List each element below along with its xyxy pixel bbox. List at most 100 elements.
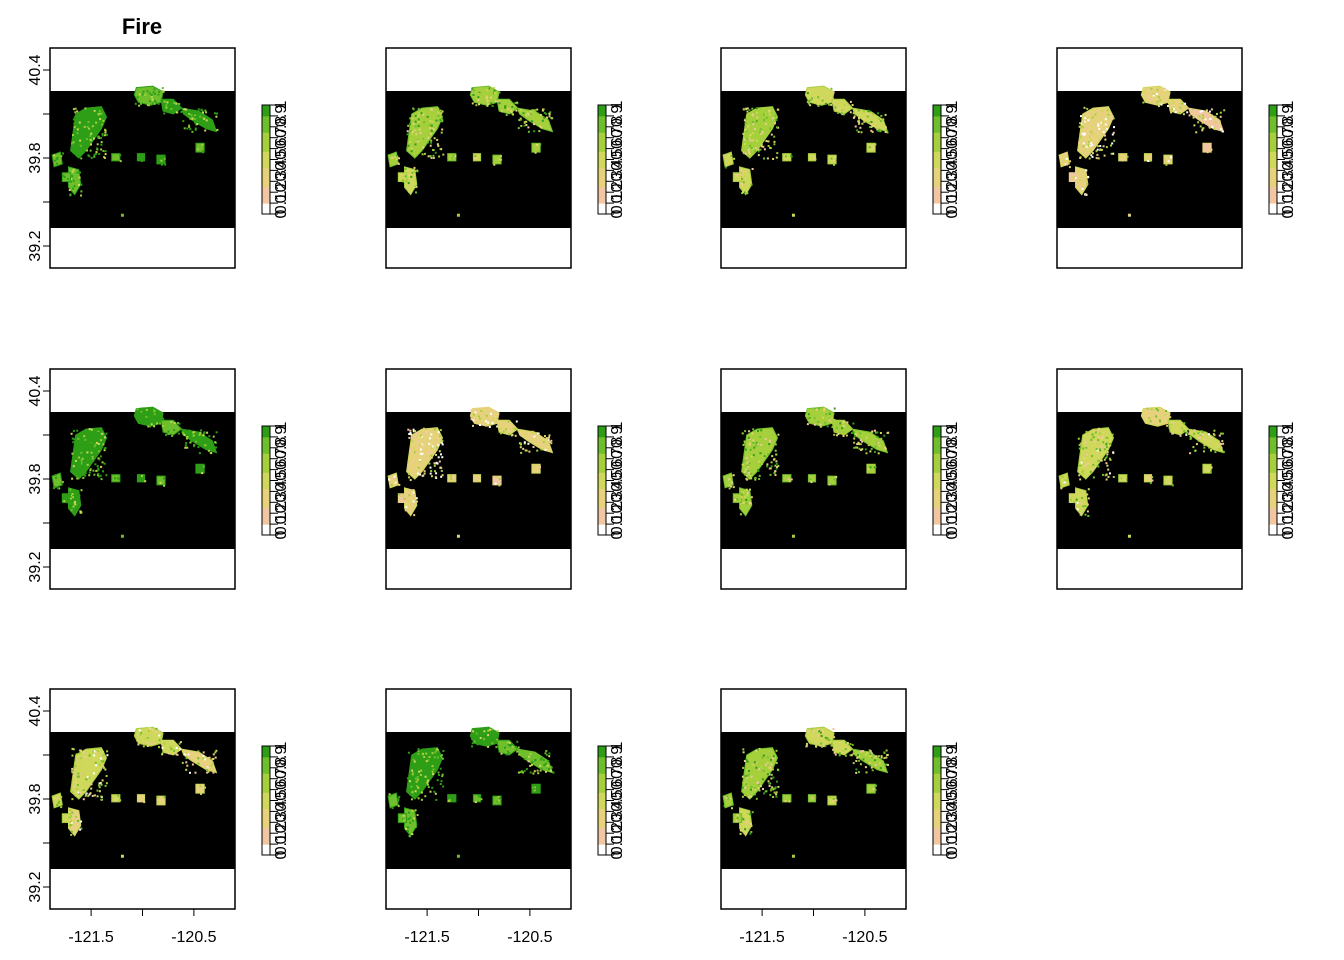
raster-cell bbox=[761, 756, 764, 759]
raster-cell bbox=[746, 821, 748, 823]
raster-cell bbox=[71, 452, 74, 455]
raster-cell bbox=[417, 472, 419, 475]
raster-cell bbox=[1087, 141, 1090, 143]
raster-cell bbox=[724, 166, 727, 169]
raster-cell bbox=[1179, 106, 1182, 109]
raster-cell bbox=[519, 446, 522, 449]
raster-cell bbox=[1073, 501, 1076, 504]
fire-area bbox=[851, 107, 889, 133]
raster-cell bbox=[450, 475, 452, 478]
raster-cell bbox=[1090, 154, 1093, 157]
raster-cell bbox=[421, 779, 424, 782]
raster-cell bbox=[408, 190, 410, 193]
raster-cell bbox=[397, 799, 400, 802]
raster-cell bbox=[824, 736, 827, 739]
raster-cell bbox=[143, 801, 146, 804]
legend-swatch bbox=[933, 825, 941, 829]
raster-cell bbox=[1097, 459, 1100, 462]
raster-cell bbox=[86, 463, 89, 466]
raster-cell bbox=[504, 106, 507, 109]
legend-swatch bbox=[262, 453, 270, 457]
raster-cell bbox=[1105, 128, 1108, 131]
raster-cell bbox=[72, 134, 74, 136]
raster-cell bbox=[1078, 447, 1081, 450]
raster-cell bbox=[414, 826, 417, 828]
raster-cell bbox=[396, 155, 399, 157]
raster-cell bbox=[879, 432, 882, 434]
raster-cell bbox=[1189, 438, 1192, 440]
legend-swatch bbox=[262, 765, 270, 769]
raster-cell bbox=[533, 786, 536, 789]
raster-cell bbox=[173, 422, 176, 425]
raster-cell bbox=[185, 108, 188, 111]
raster-cell bbox=[101, 763, 104, 766]
raster-cell bbox=[1189, 452, 1192, 455]
legend-swatch bbox=[1269, 485, 1277, 490]
raster-cell bbox=[141, 475, 143, 477]
raster-cell bbox=[71, 437, 74, 440]
raster-cell bbox=[746, 458, 749, 461]
raster-cell bbox=[1060, 487, 1063, 490]
raster-cell bbox=[864, 448, 867, 451]
fire-area bbox=[160, 419, 183, 436]
raster-cell bbox=[97, 475, 100, 478]
legend-swatch bbox=[598, 518, 606, 522]
raster-cell bbox=[527, 130, 530, 133]
legend-swatch bbox=[598, 189, 606, 193]
raster-cell bbox=[532, 446, 535, 448]
legend-swatch bbox=[262, 485, 270, 490]
raster-cell bbox=[864, 759, 867, 762]
legend-tick-label: 0.5 bbox=[944, 469, 961, 491]
raster-cell bbox=[69, 819, 71, 821]
raster-cell bbox=[544, 448, 547, 451]
raster-cell bbox=[159, 422, 162, 425]
raster-cell bbox=[433, 428, 436, 431]
legend-swatch bbox=[262, 205, 270, 209]
raster-cell bbox=[1087, 488, 1090, 491]
raster-cell bbox=[93, 155, 96, 158]
raster-cell bbox=[756, 116, 759, 119]
raster-cell bbox=[88, 127, 91, 130]
raster-cell bbox=[85, 778, 88, 781]
raster-cell bbox=[434, 435, 437, 438]
raster-cell bbox=[98, 786, 101, 789]
raster-cell bbox=[498, 102, 501, 105]
raster-cell bbox=[1209, 121, 1212, 124]
raster-cell bbox=[878, 128, 881, 131]
raster-cell bbox=[410, 175, 413, 178]
raster-cell bbox=[1112, 131, 1115, 134]
raster-cell bbox=[441, 773, 444, 776]
raster-cell bbox=[772, 757, 775, 760]
legend-swatch bbox=[598, 499, 606, 503]
raster-cell bbox=[1148, 409, 1150, 412]
raster-cell bbox=[849, 111, 852, 114]
raster-cell bbox=[438, 759, 441, 762]
legend-swatch bbox=[262, 770, 270, 774]
raster-cell bbox=[492, 417, 495, 420]
legend: 00.10.20.30.40.50.60.70.80.91 bbox=[597, 100, 626, 218]
raster-cell bbox=[824, 745, 827, 748]
legend-swatch bbox=[262, 756, 270, 761]
raster-cell bbox=[79, 750, 82, 752]
legend-tick-label: 0.4 bbox=[1280, 480, 1297, 502]
raster-cell bbox=[388, 478, 391, 481]
raster-cell bbox=[1186, 111, 1189, 114]
legend-swatch bbox=[598, 475, 606, 479]
raster-cell bbox=[775, 462, 778, 465]
raster-cell bbox=[784, 155, 787, 158]
legend-swatch bbox=[262, 113, 270, 117]
legend-swatch bbox=[262, 524, 270, 528]
raster-cell bbox=[748, 462, 751, 465]
raster-cell bbox=[91, 794, 94, 797]
raster-cell bbox=[409, 821, 412, 824]
raster-cell bbox=[746, 493, 749, 496]
raster-cell bbox=[1105, 455, 1108, 458]
raster-cell bbox=[410, 147, 413, 150]
raster-cell bbox=[421, 153, 424, 156]
raster-cell bbox=[523, 770, 526, 773]
raster-cell bbox=[1085, 169, 1088, 172]
raster-cell bbox=[429, 155, 432, 158]
legend-swatch bbox=[262, 852, 270, 856]
raster-cell bbox=[78, 184, 80, 186]
legend-swatch bbox=[933, 786, 941, 791]
